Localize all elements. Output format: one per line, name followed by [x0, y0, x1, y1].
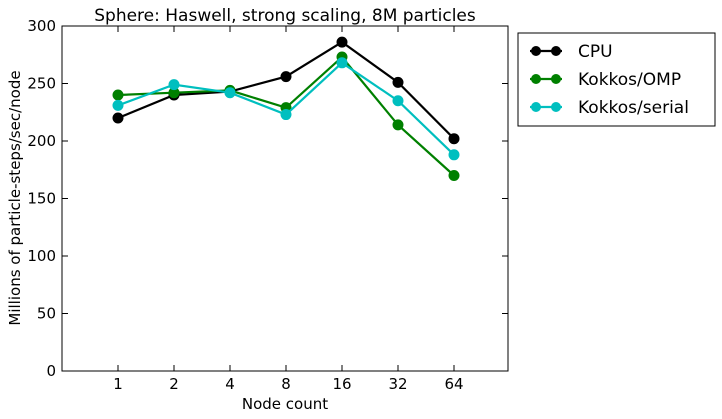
data-point: [112, 112, 124, 124]
legend-marker: [531, 74, 541, 84]
legend-label: Kokkos/serial: [578, 98, 689, 118]
y-tick-label: 50: [37, 305, 56, 323]
legend-item: CPU: [530, 42, 613, 62]
data-point: [280, 71, 292, 83]
x-tick-label: 16: [332, 375, 351, 393]
legend-marker: [531, 102, 541, 112]
y-tick-label: 200: [27, 132, 56, 150]
series-cpu: [112, 36, 460, 145]
data-point: [224, 87, 236, 99]
series-kokkos-serial: [112, 57, 460, 161]
x-tick-label: 32: [388, 375, 407, 393]
legend-item: Kokkos/OMP: [530, 70, 681, 90]
x-axis: 1 2 4 8 16 32 64: [113, 26, 464, 393]
data-point: [336, 57, 348, 69]
y-tick-label: 100: [27, 247, 56, 265]
data-point: [392, 76, 404, 88]
y-tick-label: 300: [27, 17, 56, 35]
data-point: [392, 95, 404, 107]
legend: CPU Kokkos/OMP Kokkos/serial: [517, 32, 716, 127]
legend-item: Kokkos/serial: [530, 98, 689, 118]
x-tick-label: 2: [169, 375, 179, 393]
y-tick-label: 150: [27, 190, 56, 208]
legend-marker: [551, 102, 561, 112]
data-point: [448, 149, 460, 161]
y-tick-label: 250: [27, 75, 56, 93]
data-point: [280, 109, 292, 121]
x-tick-label: 8: [281, 375, 291, 393]
data-point: [448, 170, 460, 181]
y-tick-label: 0: [46, 362, 56, 380]
data-point: [168, 79, 180, 91]
data-point: [112, 89, 124, 101]
data-point: [448, 133, 460, 145]
x-tick-label: 64: [444, 375, 463, 393]
x-axis-label: Node count: [242, 395, 328, 413]
y-axis: 0 50 100 150 200 250 300: [27, 17, 508, 380]
chart-title: Sphere: Haswell, strong scaling, 8M part…: [94, 6, 476, 26]
x-tick-label: 4: [225, 375, 235, 393]
data-point: [112, 99, 124, 111]
legend-marker: [531, 46, 541, 56]
legend-marker: [551, 74, 561, 84]
x-tick-label: 1: [113, 375, 123, 393]
legend-label: Kokkos/OMP: [578, 70, 681, 90]
data-point: [392, 119, 404, 131]
data-point: [336, 36, 348, 48]
y-axis-label: Millions of particle-steps/sec/node: [6, 70, 24, 325]
legend-marker: [551, 46, 561, 56]
series-line: [117, 40, 455, 140]
series-layer: [112, 36, 460, 181]
legend-label: CPU: [578, 42, 613, 62]
